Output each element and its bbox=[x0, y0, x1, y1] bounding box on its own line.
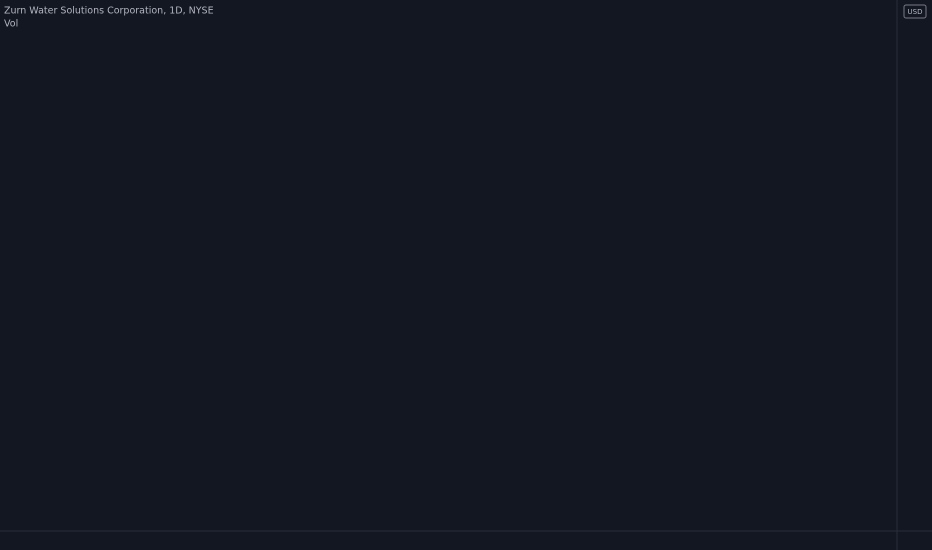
currency[interactable]: USD bbox=[908, 8, 923, 16]
volume-label: Vol bbox=[4, 19, 18, 30]
chart-title: Zurn Water Solutions Corporation, 1D, NY… bbox=[4, 6, 214, 17]
currency-box[interactable] bbox=[903, 4, 927, 19]
